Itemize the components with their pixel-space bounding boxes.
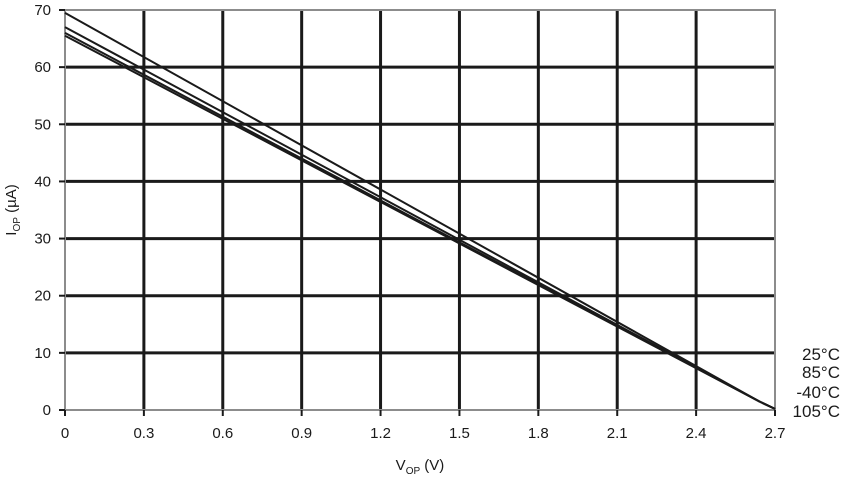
y-tick-label: 40	[34, 173, 51, 190]
x-axis-label-unit: (V)	[420, 457, 444, 474]
x-tick-label: 1.2	[370, 425, 391, 442]
series-label: -40°C	[796, 383, 840, 402]
series-label: 85°C	[802, 363, 840, 382]
y-axis-label-sub: OP	[12, 217, 23, 232]
x-tick-label: 1.5	[449, 425, 470, 442]
x-tick-label: 1.8	[528, 425, 549, 442]
x-axis-label-sub: OP	[406, 466, 421, 477]
series-label: 105°C	[793, 402, 840, 421]
series-line	[64, 34, 776, 410]
y-tick-label: 30	[34, 231, 51, 248]
x-tick-label: 0	[61, 425, 69, 442]
y-tick-label: 70	[34, 2, 51, 19]
y-tick-label: 60	[34, 59, 51, 76]
y-tick-label: 50	[34, 116, 51, 133]
series-label: 25°C	[802, 345, 840, 364]
y-axis-label-main: I	[3, 232, 20, 236]
x-tick-label: 2.4	[686, 425, 707, 442]
y-tick-labels: 0 10 20 30 40 50 60 70	[34, 2, 65, 419]
x-tick-label: 0.9	[291, 425, 312, 442]
y-tick-label: 0	[43, 402, 51, 419]
y-tick-label: 10	[34, 345, 51, 362]
y-axis-label: IOP (µA)	[3, 184, 23, 235]
x-tick-label: 2.7	[765, 425, 786, 442]
x-tick-labels: 0 0.3 0.6 0.9 1.2 1.5 1.8 2.1 2.4 2.7	[61, 410, 786, 442]
y-axis-label-unit: (µA)	[3, 184, 20, 217]
x-tick-label: 0.3	[133, 425, 154, 442]
grid	[64, 10, 775, 411]
x-axis-label-main: V	[396, 457, 406, 474]
plot-frame	[64, 9, 776, 411]
series-layer	[64, 12, 776, 410]
x-axis-label: VOP (V)	[396, 457, 445, 477]
x-tick-label: 0.6	[212, 425, 233, 442]
series-line	[64, 12, 776, 410]
y-tick-label: 20	[34, 288, 51, 305]
x-tick-label: 2.1	[607, 425, 628, 442]
